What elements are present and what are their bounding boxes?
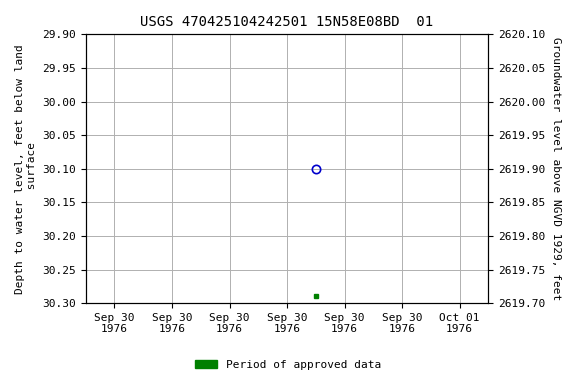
Legend: Period of approved data: Period of approved data	[191, 356, 385, 375]
Y-axis label: Groundwater level above NGVD 1929, feet: Groundwater level above NGVD 1929, feet	[551, 37, 561, 300]
Y-axis label: Depth to water level, feet below land
 surface: Depth to water level, feet below land su…	[15, 44, 37, 294]
Title: USGS 470425104242501 15N58E08BD  01: USGS 470425104242501 15N58E08BD 01	[141, 15, 434, 29]
